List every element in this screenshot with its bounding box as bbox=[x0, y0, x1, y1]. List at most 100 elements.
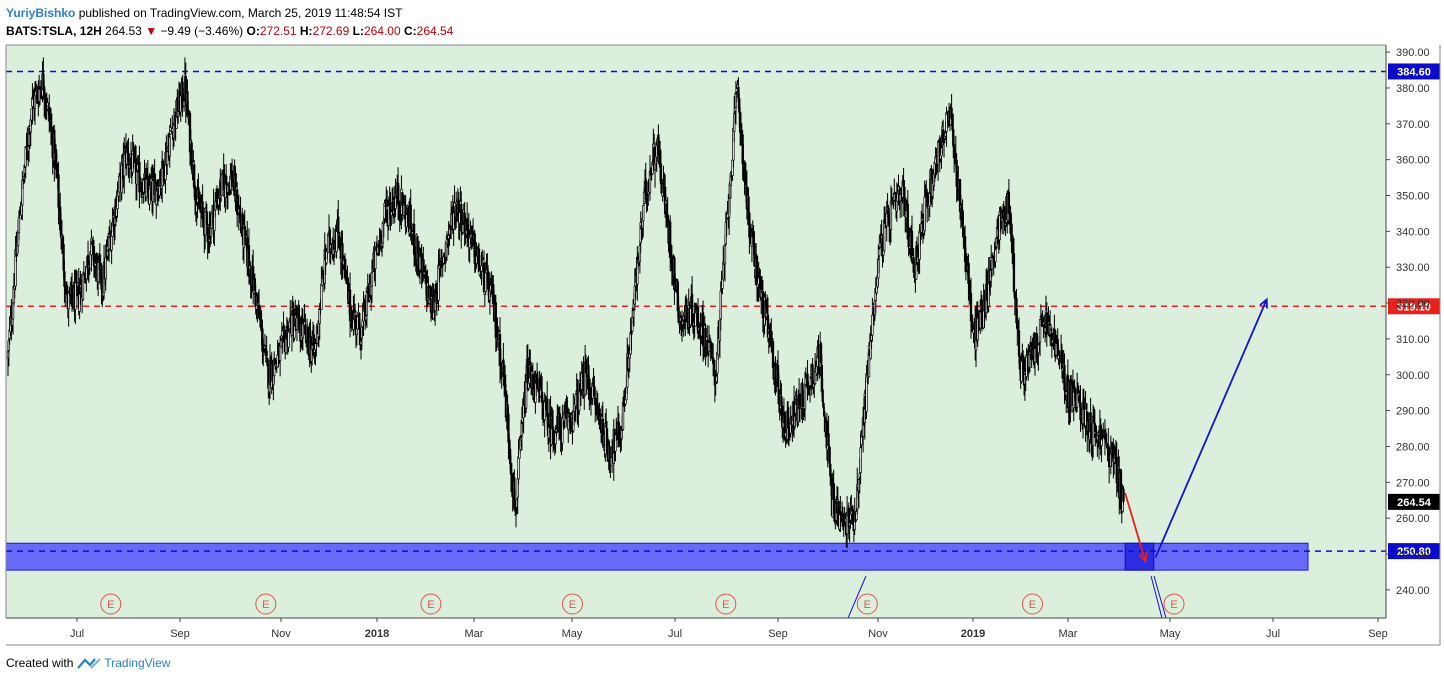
candle-body bbox=[644, 178, 647, 201]
candle-body bbox=[205, 211, 208, 225]
y-tick-label: 280.00 bbox=[1396, 441, 1430, 453]
earnings-marker[interactable] bbox=[420, 593, 442, 615]
earnings-marker-label: E bbox=[262, 599, 269, 611]
candle-body bbox=[337, 216, 340, 234]
created-with-text: Created with bbox=[6, 656, 74, 670]
low-label: L: bbox=[352, 24, 364, 38]
candle-body bbox=[1063, 364, 1066, 391]
change-value: −9.49 (−3.46%) bbox=[160, 24, 244, 38]
level-price-tag-384.60 bbox=[1388, 63, 1440, 80]
candle-body bbox=[17, 216, 21, 234]
last-price-tag bbox=[1388, 493, 1440, 510]
tradingview-brand[interactable]: TradingView bbox=[104, 656, 171, 670]
candle-body bbox=[877, 248, 881, 257]
candle-body bbox=[543, 400, 546, 421]
candle-body bbox=[753, 243, 756, 267]
candle-body bbox=[910, 230, 914, 263]
candle-body bbox=[737, 86, 740, 99]
x-tick-label: Jul bbox=[70, 628, 84, 640]
candle-body bbox=[1100, 438, 1103, 447]
candle-body bbox=[819, 343, 823, 363]
candle-body bbox=[638, 245, 642, 262]
last-price-label: 264.54 bbox=[1397, 497, 1432, 509]
y-tick-label: 370.00 bbox=[1396, 119, 1430, 131]
level-price-tag-250.80 bbox=[1388, 543, 1440, 560]
fan-line bbox=[1150, 575, 1163, 619]
y-tick-label: 320.00 bbox=[1396, 298, 1430, 310]
candle-body bbox=[335, 230, 338, 252]
author-link[interactable]: YuriyBishko bbox=[6, 6, 76, 20]
candle-body bbox=[719, 290, 722, 320]
x-tick-label: Sep bbox=[768, 628, 788, 640]
earnings-marker[interactable] bbox=[856, 593, 878, 615]
candle-body bbox=[437, 264, 440, 301]
candle-body bbox=[1119, 469, 1123, 502]
candle-body bbox=[293, 325, 296, 339]
earnings-marker-label: E bbox=[569, 599, 576, 611]
high-value: 272.69 bbox=[312, 24, 350, 38]
x-tick-label: 2018 bbox=[365, 628, 389, 640]
candle-body bbox=[827, 433, 830, 446]
candle-body bbox=[690, 293, 694, 325]
projection-up-arrow-shaft bbox=[1154, 299, 1268, 558]
candle-body bbox=[484, 272, 487, 292]
candle-body bbox=[596, 403, 599, 408]
candle-body bbox=[287, 331, 290, 348]
earnings-marker[interactable] bbox=[1163, 593, 1185, 615]
last-price: 264.53 bbox=[105, 24, 142, 38]
fan-line bbox=[1153, 575, 1167, 619]
candle-body bbox=[636, 259, 639, 285]
candle-body bbox=[370, 272, 374, 287]
earnings-marker[interactable] bbox=[715, 593, 737, 615]
level-price-label-319.10: 319.10 bbox=[1397, 301, 1431, 313]
candle-body bbox=[991, 255, 995, 259]
projection-up-arrow-head bbox=[1259, 297, 1268, 309]
earnings-marker-label: E bbox=[427, 599, 434, 611]
candle-body bbox=[62, 244, 65, 271]
symbol-label: BATS:TSLA, 12H bbox=[6, 24, 102, 38]
projection-down-arrow-shaft bbox=[1124, 492, 1147, 562]
x-tick-label: Nov bbox=[868, 628, 888, 640]
earnings-marker[interactable] bbox=[255, 593, 277, 615]
candle-body bbox=[894, 191, 897, 194]
earnings-marker-label: E bbox=[1170, 599, 1177, 611]
candle-body bbox=[823, 411, 826, 415]
candle-body bbox=[1089, 412, 1092, 433]
candle-body bbox=[540, 391, 544, 404]
y-tick-label: 310.00 bbox=[1396, 334, 1430, 346]
level-price-tag-319.10 bbox=[1388, 298, 1440, 315]
candle-body bbox=[1007, 191, 1011, 214]
candle-body bbox=[1012, 253, 1016, 292]
candle-body bbox=[871, 314, 874, 336]
candle-body bbox=[787, 407, 790, 429]
candle-body bbox=[480, 265, 483, 272]
published-text: published on TradingView.com, March 25, … bbox=[78, 6, 403, 20]
earnings-marker[interactable] bbox=[1021, 593, 1043, 615]
x-tick-label: Jul bbox=[1266, 628, 1280, 640]
earnings-marker-label: E bbox=[1029, 599, 1036, 611]
ohlc-legend: BATS:TSLA, 12H 264.53 ▼ −9.49 (−3.46%) O… bbox=[6, 22, 453, 40]
support-zone bbox=[5, 542, 1309, 571]
earnings-marker-label: E bbox=[864, 599, 871, 611]
candle-body bbox=[821, 389, 824, 402]
earnings-marker-label: E bbox=[722, 599, 729, 611]
target-zone bbox=[1124, 542, 1155, 571]
tradingview-logo-icon bbox=[77, 658, 102, 669]
candle-body bbox=[67, 292, 70, 310]
plot-background bbox=[6, 45, 1386, 618]
projection-down-arrow-head bbox=[1138, 552, 1148, 564]
candle-body bbox=[677, 307, 680, 323]
candle-body bbox=[81, 273, 85, 300]
x-tick-label: Mar bbox=[1059, 628, 1078, 640]
earnings-marker[interactable] bbox=[100, 593, 122, 615]
candle-body bbox=[912, 257, 915, 273]
candle-body bbox=[889, 200, 893, 230]
candle-body bbox=[723, 245, 727, 265]
level-price-label-384.60: 384.60 bbox=[1397, 66, 1431, 78]
candle-body bbox=[994, 249, 997, 263]
candle-body bbox=[822, 402, 825, 409]
candle-body bbox=[669, 221, 672, 256]
earnings-marker[interactable] bbox=[561, 593, 583, 615]
candle-body bbox=[279, 340, 283, 347]
